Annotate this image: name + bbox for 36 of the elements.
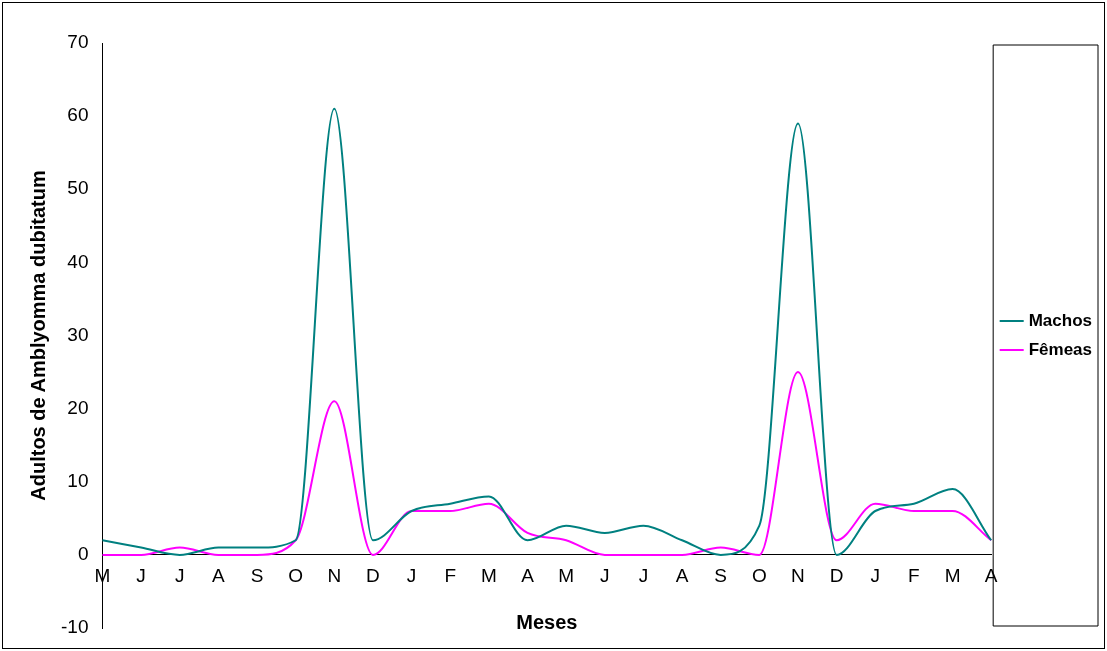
- y-tick-label: 10: [67, 469, 89, 491]
- y-tick-label: 50: [67, 177, 89, 199]
- x-tick-label: A: [675, 564, 689, 586]
- legend-label: Machos: [1028, 310, 1092, 330]
- x-tick-label: D: [829, 564, 844, 586]
- line-series: [101, 107, 993, 556]
- y-tick-label: 20: [67, 396, 89, 418]
- y-tick-label: 70: [67, 31, 89, 53]
- y-tick-label: 60: [67, 104, 89, 126]
- x-tick-label: M: [558, 564, 575, 586]
- x-tick-label: A: [212, 564, 226, 586]
- x-tick-label: N: [327, 564, 342, 586]
- x-tick-label: J: [136, 564, 146, 586]
- x-tick-label: S: [714, 564, 728, 586]
- x-tick-label: D: [366, 564, 380, 586]
- x-tick-label: F: [908, 564, 920, 586]
- x-tick-label: J: [174, 564, 185, 586]
- x-tick-label: O: [288, 564, 304, 586]
- y-tick-label: 40: [67, 250, 89, 272]
- x-axis-title: Meses: [516, 611, 578, 634]
- legend-label: Fêmeas: [1028, 339, 1093, 359]
- y-tick-label: 0: [77, 543, 89, 565]
- x-tick-label: A: [521, 564, 535, 586]
- x-tick-label: J: [406, 564, 417, 586]
- x-tick-label: O: [751, 564, 767, 586]
- x-tick-label: N: [791, 564, 805, 586]
- x-tick-label: S: [250, 564, 264, 586]
- x-tick-label: F: [444, 564, 457, 586]
- x-tick-label: J: [638, 564, 649, 586]
- y-tick-label: 30: [67, 323, 89, 345]
- y-axis-title: Adultos de Amblyomma dubitatum: [26, 170, 49, 501]
- x-tick-label: M: [944, 564, 961, 586]
- x-tick-label: J: [600, 564, 610, 586]
- y-tick-label: -10: [60, 616, 89, 638]
- x-tick-label: M: [480, 564, 497, 586]
- x-tick-label: J: [870, 564, 881, 586]
